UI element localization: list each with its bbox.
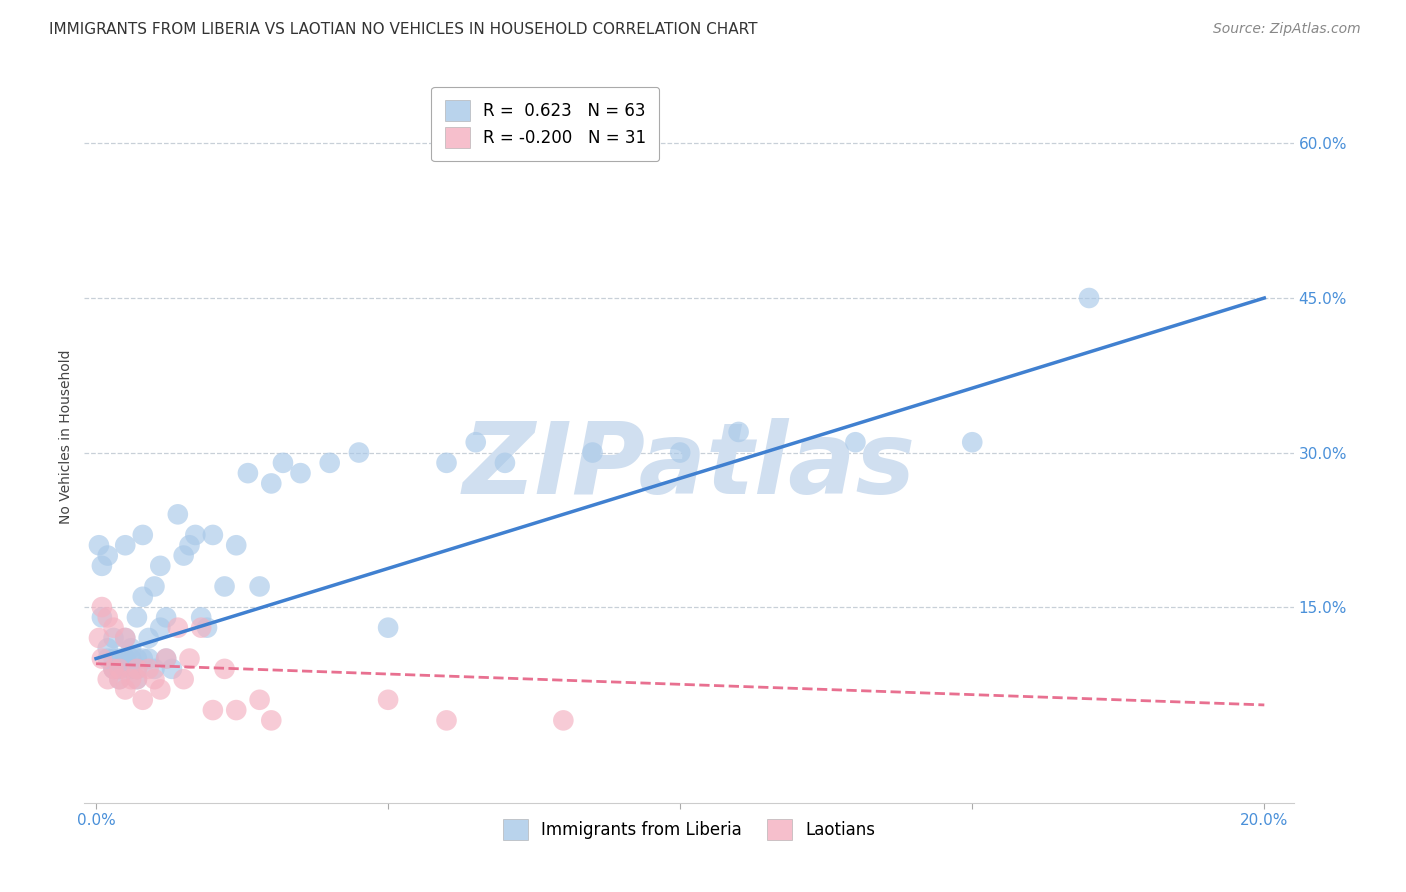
Point [108, 672, 131, 686]
Point [149, 558, 172, 573]
Point [271, 456, 294, 470]
Point [108, 662, 131, 676]
Point [173, 672, 195, 686]
Point [225, 703, 247, 717]
Point [125, 672, 148, 686]
Point [160, 662, 183, 676]
Legend: Immigrants from Liberia, Laotians: Immigrants from Liberia, Laotians [489, 806, 889, 853]
Point [90, 558, 112, 573]
Point [125, 651, 148, 665]
Point [494, 456, 516, 470]
Point [149, 682, 172, 697]
Point [138, 651, 160, 665]
Point [143, 662, 166, 676]
Point [290, 466, 312, 480]
Point [236, 466, 259, 480]
Point [108, 662, 131, 676]
Point [132, 590, 155, 604]
Point [90, 651, 112, 665]
Point [166, 508, 188, 522]
Point [120, 641, 142, 656]
Point [669, 445, 692, 459]
Point [179, 651, 201, 665]
Point [553, 714, 575, 728]
Point [87, 538, 110, 552]
Point [125, 662, 148, 676]
Point [844, 435, 866, 450]
Point [108, 672, 131, 686]
Point [114, 682, 136, 697]
Point [184, 528, 207, 542]
Point [108, 662, 131, 676]
Point [97, 610, 120, 624]
Point [132, 651, 155, 665]
Point [138, 662, 160, 676]
Point [97, 672, 120, 686]
Point [120, 651, 142, 665]
Point [125, 662, 148, 676]
Point [214, 579, 236, 593]
Point [103, 662, 125, 676]
Point [97, 549, 120, 563]
Point [195, 621, 218, 635]
Point [103, 631, 125, 645]
Point [1078, 291, 1101, 305]
Point [143, 579, 166, 593]
Point [108, 651, 131, 665]
Point [103, 651, 125, 665]
Point [166, 621, 188, 635]
Point [318, 456, 340, 470]
Point [260, 476, 283, 491]
Point [464, 435, 486, 450]
Point [173, 549, 195, 563]
Point [249, 693, 271, 707]
Point [155, 651, 177, 665]
Point [190, 621, 212, 635]
Point [90, 610, 112, 624]
Point [960, 435, 983, 450]
Point [190, 610, 212, 624]
Point [436, 456, 458, 470]
Point [201, 703, 224, 717]
Point [114, 631, 136, 645]
Point [132, 693, 155, 707]
Point [97, 651, 120, 665]
Point [436, 714, 458, 728]
Point [87, 631, 110, 645]
Point [727, 425, 749, 439]
Point [120, 672, 142, 686]
Point [103, 621, 125, 635]
Point [155, 651, 177, 665]
Point [103, 662, 125, 676]
Point [149, 621, 172, 635]
Point [143, 672, 166, 686]
Point [138, 631, 160, 645]
Point [214, 662, 236, 676]
Point [201, 528, 224, 542]
Point [155, 610, 177, 624]
Point [114, 651, 136, 665]
Y-axis label: No Vehicles in Household: No Vehicles in Household [59, 350, 73, 524]
Text: Source: ZipAtlas.com: Source: ZipAtlas.com [1213, 22, 1361, 37]
Point [132, 528, 155, 542]
Point [120, 662, 142, 676]
Point [97, 641, 120, 656]
Point [114, 651, 136, 665]
Point [114, 631, 136, 645]
Point [103, 662, 125, 676]
Point [125, 672, 148, 686]
Point [347, 445, 370, 459]
Point [377, 621, 399, 635]
Point [90, 600, 112, 615]
Text: IMMIGRANTS FROM LIBERIA VS LAOTIAN NO VEHICLES IN HOUSEHOLD CORRELATION CHART: IMMIGRANTS FROM LIBERIA VS LAOTIAN NO VE… [49, 22, 758, 37]
Point [581, 445, 603, 459]
Point [260, 714, 283, 728]
Point [377, 693, 399, 707]
Text: ZIPatlas: ZIPatlas [463, 417, 915, 515]
Point [179, 538, 201, 552]
Point [125, 610, 148, 624]
Point [225, 538, 247, 552]
Point [114, 538, 136, 552]
Point [249, 579, 271, 593]
